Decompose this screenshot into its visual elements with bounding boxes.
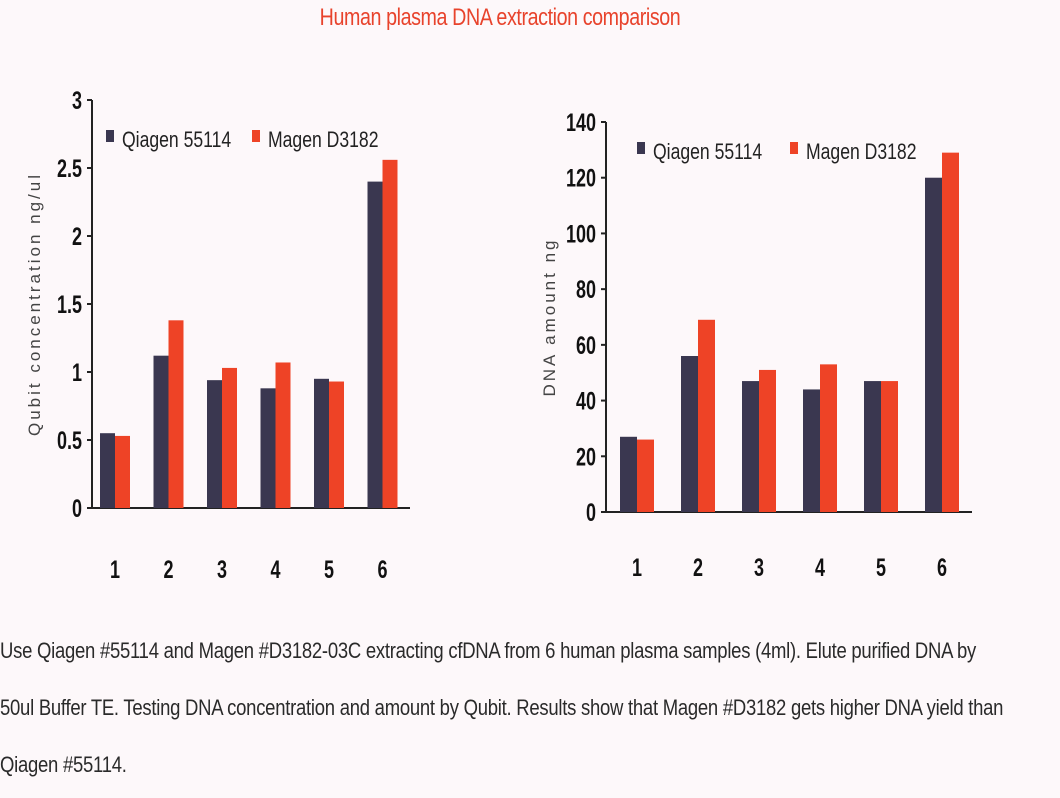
y-tick-label: 2	[72, 222, 82, 251]
x-tick-label: 1	[110, 555, 120, 584]
legend-swatch-qiagen	[637, 142, 645, 154]
y-tick-label: 40	[576, 387, 596, 416]
bar-magen	[275, 362, 291, 508]
bar-qiagen	[803, 389, 820, 512]
bar-magen	[168, 320, 184, 508]
chart-amount: DNA amount ng 0 20 40 60 80 100 120 140 1 2 3 4 5 6 Qia…	[540, 108, 972, 582]
bar-qiagen	[925, 177, 942, 512]
x-tick-label: 3	[754, 553, 764, 582]
caption-line-2: 50ul Buffer TE. Testing DNA concentratio…	[0, 695, 1004, 720]
x-tick-label: 5	[324, 555, 334, 584]
y-tick-label: 0	[72, 494, 82, 523]
y-tick-label: 2.5	[57, 154, 82, 183]
bar-qiagen	[207, 380, 222, 508]
bar-qiagen	[260, 388, 276, 508]
legend-label-qiagen: Qiagen 55114	[653, 140, 762, 164]
caption-line-1: Use Qiagen #55114 and Magen #D3182-03C e…	[0, 638, 977, 663]
y-tick-label: 120	[566, 164, 596, 193]
y-tick-label: 140	[566, 108, 596, 137]
figure-title: Human plasma DNA extraction comparison	[319, 4, 681, 31]
legend-swatch-magen	[252, 130, 260, 142]
y-tick-label: 1	[72, 358, 82, 387]
bar-magen	[329, 381, 344, 508]
bar-qiagen	[681, 356, 698, 512]
bar-qiagen	[367, 181, 383, 508]
x-tick-label: 2	[163, 555, 173, 584]
caption-line-3: Qiagen #55114.	[0, 752, 127, 777]
bar-magen	[881, 381, 898, 512]
chart-concentration: Qubit concentration ng/ul 0 0.5 1 1.5 2 2.5 3 1 2…	[25, 86, 410, 584]
bar-magen	[115, 435, 130, 508]
y-axis-title: DNA amount ng	[540, 237, 559, 396]
y-tick-label: 1.5	[57, 290, 82, 319]
x-tick-label: 5	[876, 553, 886, 582]
y-tick-label: 20	[576, 442, 596, 471]
x-tick-label: 6	[377, 555, 387, 584]
x-tick-label: 1	[632, 553, 642, 582]
bar-magen	[222, 367, 237, 508]
x-tick-label: 2	[693, 553, 703, 582]
bar-magen	[759, 369, 776, 512]
x-tick-label: 6	[937, 553, 947, 582]
x-tick-label: 4	[815, 553, 825, 582]
y-tick-label: 80	[576, 275, 596, 304]
y-tick-label: 60	[576, 331, 596, 360]
bar-qiagen	[100, 433, 115, 508]
bar-qiagen	[620, 436, 637, 512]
bar-qiagen	[864, 381, 881, 512]
legend-label-qiagen: Qiagen 55114	[122, 128, 231, 152]
bar-qiagen	[314, 378, 329, 508]
bar-magen	[698, 319, 715, 512]
bar-magen	[637, 439, 654, 512]
legend-swatch-magen	[790, 142, 798, 154]
y-tick-label: 100	[566, 219, 596, 248]
x-tick-label: 3	[217, 555, 227, 584]
bar-qiagen	[153, 355, 169, 508]
y-tick-label: 0	[586, 498, 596, 527]
bar-magen	[382, 159, 398, 508]
bar-magen	[942, 152, 959, 512]
bar-qiagen	[742, 381, 759, 512]
legend-swatch-qiagen	[106, 130, 114, 142]
bar-magen	[820, 364, 837, 512]
legend-label-magen: Magen D3182	[268, 128, 378, 152]
y-axis-title: Qubit concentration ng/ul	[25, 172, 44, 436]
y-tick-label: 3	[72, 86, 82, 115]
legend-label-magen: Magen D3182	[806, 140, 916, 164]
x-tick-label: 4	[270, 555, 280, 584]
y-tick-label: 0.5	[57, 426, 82, 455]
